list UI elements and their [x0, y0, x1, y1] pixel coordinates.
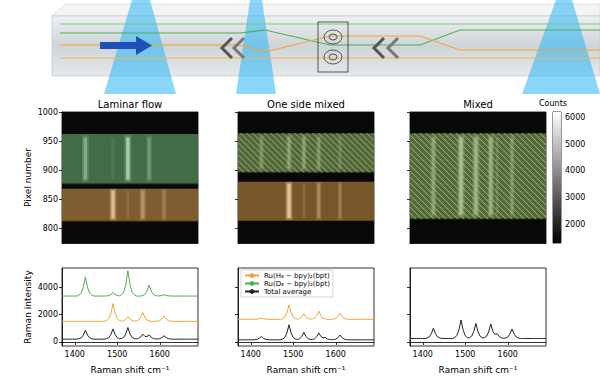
svg-text:Raman shift cm⁻¹: Raman shift cm⁻¹: [267, 365, 346, 375]
svg-text:Laminar flow: Laminar flow: [98, 99, 163, 110]
svg-text:800: 800: [43, 224, 58, 233]
svg-text:1400: 1400: [241, 350, 261, 359]
svg-text:1600: 1600: [498, 350, 518, 359]
svg-text:1600: 1600: [326, 350, 346, 359]
svg-text:950: 950: [43, 137, 58, 146]
svg-text:0: 0: [53, 337, 58, 346]
svg-text:1500: 1500: [283, 350, 303, 359]
svg-text:Raman shift cm⁻¹: Raman shift cm⁻¹: [91, 365, 170, 375]
svg-text:2000: 2000: [565, 220, 585, 229]
svg-text:1000: 1000: [38, 108, 58, 117]
svg-text:2000: 2000: [38, 310, 58, 319]
svg-text:Pixel number: Pixel number: [23, 148, 33, 207]
svg-text:1600: 1600: [150, 350, 170, 359]
svg-text:1400: 1400: [413, 350, 433, 359]
svg-text:1500: 1500: [455, 350, 475, 359]
svg-text:Counts: Counts: [539, 99, 567, 108]
svg-text:5000: 5000: [565, 140, 585, 149]
svg-text:1500: 1500: [107, 350, 127, 359]
svg-text:1400: 1400: [65, 350, 85, 359]
svg-text:Mixed: Mixed: [463, 99, 493, 110]
svg-text:One side mixed: One side mixed: [267, 99, 345, 110]
svg-text:Total average: Total average: [263, 288, 311, 296]
svg-text:4000: 4000: [565, 166, 585, 175]
svg-text:Raman shift cm⁻¹: Raman shift cm⁻¹: [439, 365, 518, 375]
svg-text:850: 850: [43, 195, 58, 204]
svg-text:6000: 6000: [565, 113, 585, 122]
svg-text:4000: 4000: [38, 283, 58, 292]
svg-text:900: 900: [43, 166, 58, 175]
svg-text:Ru(H₈ − bpy)₂(bpt): Ru(H₈ − bpy)₂(bpt): [264, 272, 330, 280]
svg-text:Ru(D₈ − bpy)₂(bpt): Ru(D₈ − bpy)₂(bpt): [264, 280, 330, 288]
svg-text:Raman intensity: Raman intensity: [23, 270, 33, 344]
svg-text:3000: 3000: [565, 193, 585, 202]
